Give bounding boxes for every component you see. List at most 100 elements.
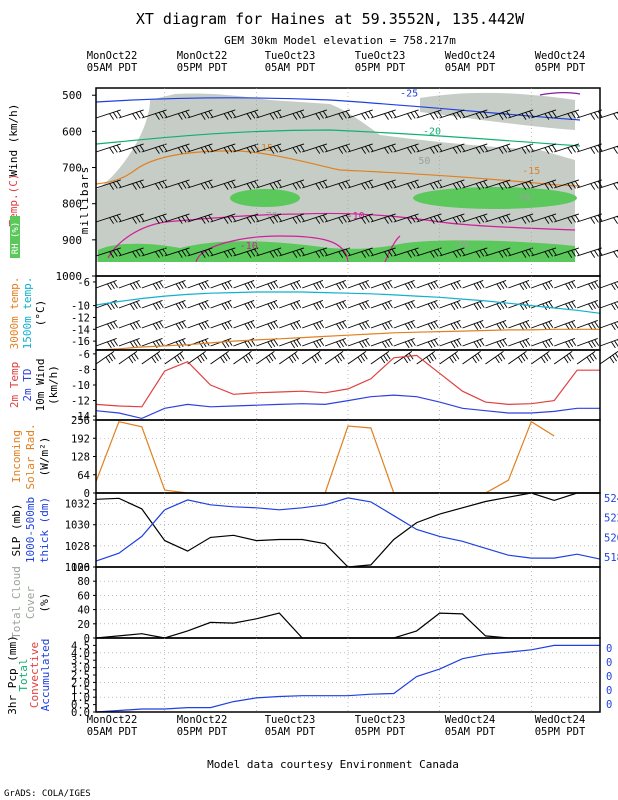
wind-barb-flag (132, 183, 137, 190)
wind-barb (233, 143, 259, 153)
wind-barb-flag (388, 321, 393, 328)
wind-barb (370, 338, 392, 347)
wind-barb-flag (269, 183, 275, 190)
wind-barb-flag (594, 250, 599, 257)
wind-barb-flag (614, 322, 618, 329)
wind-barb-flag (313, 283, 318, 291)
wind-barb (370, 320, 392, 329)
wind-barb-flag (223, 147, 229, 154)
wind-barb (95, 179, 121, 189)
wind-barb-flag (322, 180, 328, 188)
wind-barb-flag (613, 217, 618, 224)
wind-barb (599, 300, 618, 309)
wind-barb-flag (388, 281, 393, 288)
wind-barb (141, 109, 167, 119)
wind-barb-flag (475, 183, 481, 190)
wind-barb-flag (410, 146, 416, 153)
wind-barb-flag (204, 301, 210, 308)
wind-barb-flag (208, 248, 214, 256)
wind-barb-flag (204, 112, 210, 119)
y-tick-label: 192 (71, 433, 90, 445)
wind-barb-flag (525, 281, 531, 288)
wind-barb-flag (136, 339, 141, 346)
y-tick-label: 100 (71, 562, 90, 574)
wind-barb-flag (296, 182, 301, 189)
wind-barb (416, 109, 442, 119)
wind-barb-flag (155, 217, 160, 224)
wind-barb (599, 145, 618, 153)
wind-barb (324, 300, 346, 309)
wind-barb-flag (519, 283, 525, 291)
wind-barb-flag (223, 113, 229, 120)
wind-barb (370, 300, 392, 309)
wind-barb-flag (181, 321, 187, 328)
wind-barb-flag (590, 147, 596, 154)
wind-barb (141, 338, 163, 347)
wind-barb-flag (368, 180, 374, 188)
wind-barb-flag (411, 339, 416, 346)
contour-label: -10 (240, 241, 258, 252)
wind-barb (256, 280, 278, 289)
wind-barb-flag (387, 182, 393, 189)
wind-barb-flag (451, 354, 457, 362)
wind-barb (164, 109, 190, 119)
wind-barb-flag (407, 217, 412, 224)
wind-barb-flag (563, 356, 569, 364)
wind-barb-flag (292, 113, 298, 120)
wind-barb-flag (502, 281, 508, 288)
y-axis-label: thick (dm) (38, 497, 51, 563)
wind-barb-flag (158, 182, 164, 189)
wind-barb-flag (590, 251, 596, 258)
wind-barb-flag (497, 354, 503, 362)
wind-barb-flag (594, 182, 599, 189)
wind-barb-flag (571, 301, 577, 308)
wind-barb-flag (479, 281, 485, 288)
wind-barb-flag (520, 354, 526, 362)
wind-barb-flag (139, 214, 145, 222)
y-axis-label: 1500m temp. (21, 277, 34, 350)
y-axis-label: 10m Wind (34, 359, 47, 412)
wind-barb-flag (185, 248, 191, 256)
wind-barb-flag (586, 356, 592, 364)
y-tick-label: 1026 (65, 562, 90, 574)
wind-barb (279, 300, 301, 309)
wind-barb-flag (273, 281, 279, 288)
wind-barb-flag (506, 214, 511, 222)
y-tick-label: 4.5 (71, 640, 90, 652)
wind-barb-flag (551, 248, 557, 256)
wind-barb (485, 320, 507, 329)
wind-barb-flag (594, 339, 600, 346)
wind-barb-flag (571, 250, 576, 257)
wind-barb-flag (460, 248, 466, 256)
wind-barb-flag (364, 146, 370, 153)
wind-barb (462, 213, 488, 223)
wind-barb-flag (544, 217, 550, 224)
wind-barb (599, 181, 618, 189)
wind-barb (393, 300, 415, 309)
wind-barb-flag (614, 302, 618, 309)
wind-barb-flag (201, 282, 207, 289)
wind-barb-flag (431, 353, 437, 360)
wind-barb-flag (456, 112, 462, 119)
wind-barb-flag (342, 250, 347, 257)
wind-barb-flag (453, 282, 459, 289)
wind-barb (599, 338, 618, 347)
wind-barb-flag (293, 322, 299, 329)
wind-barb-flag (322, 110, 328, 118)
wind-barb (118, 300, 140, 309)
y-axis-label: (%) (38, 593, 51, 613)
wind-barb (531, 213, 557, 223)
wind-barb-flag (112, 216, 118, 223)
wind-barb-flag (574, 144, 580, 152)
wind-barb-flag (614, 340, 618, 347)
rh-axis-label: RH (%) (11, 222, 21, 255)
wind-barb-flag (594, 301, 600, 308)
wind-barb-flag (202, 353, 208, 360)
y-tick-label: 0.0 (71, 707, 90, 719)
wind-barb-flag (475, 147, 481, 154)
wind-barb-flag (299, 110, 305, 118)
wind-barb (347, 320, 369, 329)
wind-barb-flag (178, 302, 184, 309)
wind-barb-flag (475, 113, 481, 120)
